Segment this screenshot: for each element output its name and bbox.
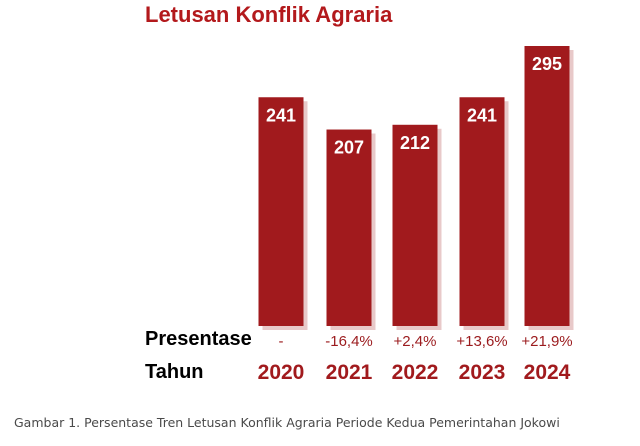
bar-2023 — [459, 97, 505, 326]
percentage-label-2021: -16,4% — [325, 333, 373, 350]
chart-title: Letusan Konflik Agraria — [145, 2, 393, 27]
year-row-label: Tahun — [145, 361, 204, 383]
percentage-row-label: Presentase — [145, 328, 252, 350]
bar-value-label-2020: 241 — [266, 105, 296, 125]
bar-value-label-2023: 241 — [467, 105, 497, 125]
bar-2024 — [524, 46, 570, 326]
year-label-2023: 2023 — [459, 361, 506, 384]
year-label-2024: 2024 — [524, 361, 571, 384]
percentage-label-2020: - — [279, 333, 284, 350]
figure-caption: Gambar 1. Persentase Tren Letusan Konfli… — [14, 415, 560, 430]
bar-value-label-2021: 207 — [334, 138, 364, 158]
percentage-label-2023: +13,6% — [456, 333, 507, 350]
percentage-label-2022: +2,4% — [394, 333, 437, 350]
percentage-label-2024: +21,9% — [521, 333, 572, 350]
bar-2020 — [258, 97, 304, 326]
year-label-2021: 2021 — [326, 361, 373, 384]
bar-value-label-2022: 212 — [400, 133, 430, 153]
bar-value-label-2024: 295 — [532, 54, 562, 74]
year-label-2020: 2020 — [258, 361, 305, 384]
bar-2022 — [392, 124, 438, 326]
bar-2021 — [326, 129, 372, 326]
year-label-2022: 2022 — [392, 361, 439, 384]
